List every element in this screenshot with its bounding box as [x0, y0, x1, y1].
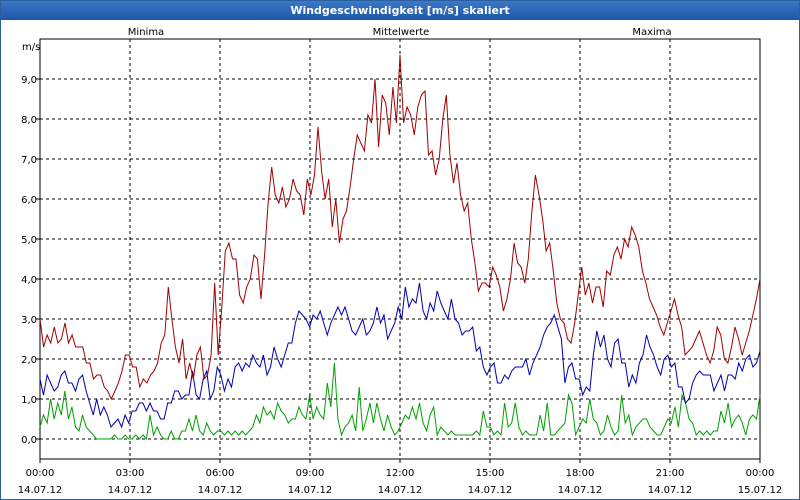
y-axis-label: m/s [22, 42, 40, 53]
x-tick-date: 14.07.12 [288, 485, 333, 496]
y-tick-label: 4,0 [21, 275, 37, 286]
x-tick-time: 00:00 [746, 468, 775, 479]
legend-maxima: Maxima [632, 27, 671, 38]
y-tick-label: 8,0 [21, 115, 37, 126]
x-tick-date: 14.07.12 [468, 485, 513, 496]
y-tick-label: 3,0 [21, 315, 37, 326]
x-tick-date: 14.07.12 [108, 485, 153, 496]
y-tick-label: 6,0 [21, 195, 37, 206]
x-tick-time: 21:00 [656, 468, 685, 479]
y-axis-ticks: 0,0 1,0 2,0 3,0 4,0 5,0 6,0 7,0 8,0 9,0 [21, 75, 40, 446]
series-line-maxima [39, 54, 761, 401]
legend-minima: Minima [128, 27, 164, 38]
grid-lines [40, 39, 760, 459]
legend-mittelwerte: Mittelwerte [373, 27, 430, 38]
x-tick-date: 14.07.12 [558, 485, 603, 496]
y-tick-label: 7,0 [21, 155, 37, 166]
y-tick-label: 5,0 [21, 235, 37, 246]
x-tick-date: 14.07.12 [18, 485, 63, 496]
x-tick-time: 09:00 [296, 468, 325, 479]
series-line-minima [39, 362, 761, 441]
series-lines [39, 54, 761, 441]
x-tick-time: 00:00 [26, 468, 55, 479]
x-axis-ticks: 00:00 14.07.12 03:00 14.07.12 06:00 14.07.12 0… [18, 459, 783, 496]
x-tick-time: 12:00 [386, 468, 415, 479]
x-tick-time: 18:00 [566, 468, 595, 479]
chart-title: Windgeschwindigkeit [m/s] skaliert [1, 1, 799, 20]
x-tick-time: 15:00 [476, 468, 505, 479]
y-tick-label: 2,0 [21, 355, 37, 366]
x-tick-date: 14.07.12 [378, 485, 423, 496]
x-tick-date: 14.07.12 [648, 485, 693, 496]
x-tick-date: 14.07.12 [198, 485, 243, 496]
series-line-mittelwerte [39, 282, 761, 429]
x-tick-date: 15.07.12 [738, 485, 783, 496]
y-tick-label: 0,0 [21, 435, 37, 446]
x-tick-time: 06:00 [206, 468, 235, 479]
y-tick-label: 9,0 [21, 75, 37, 86]
x-tick-time: 03:00 [116, 468, 145, 479]
y-tick-label: 1,0 [21, 395, 37, 406]
